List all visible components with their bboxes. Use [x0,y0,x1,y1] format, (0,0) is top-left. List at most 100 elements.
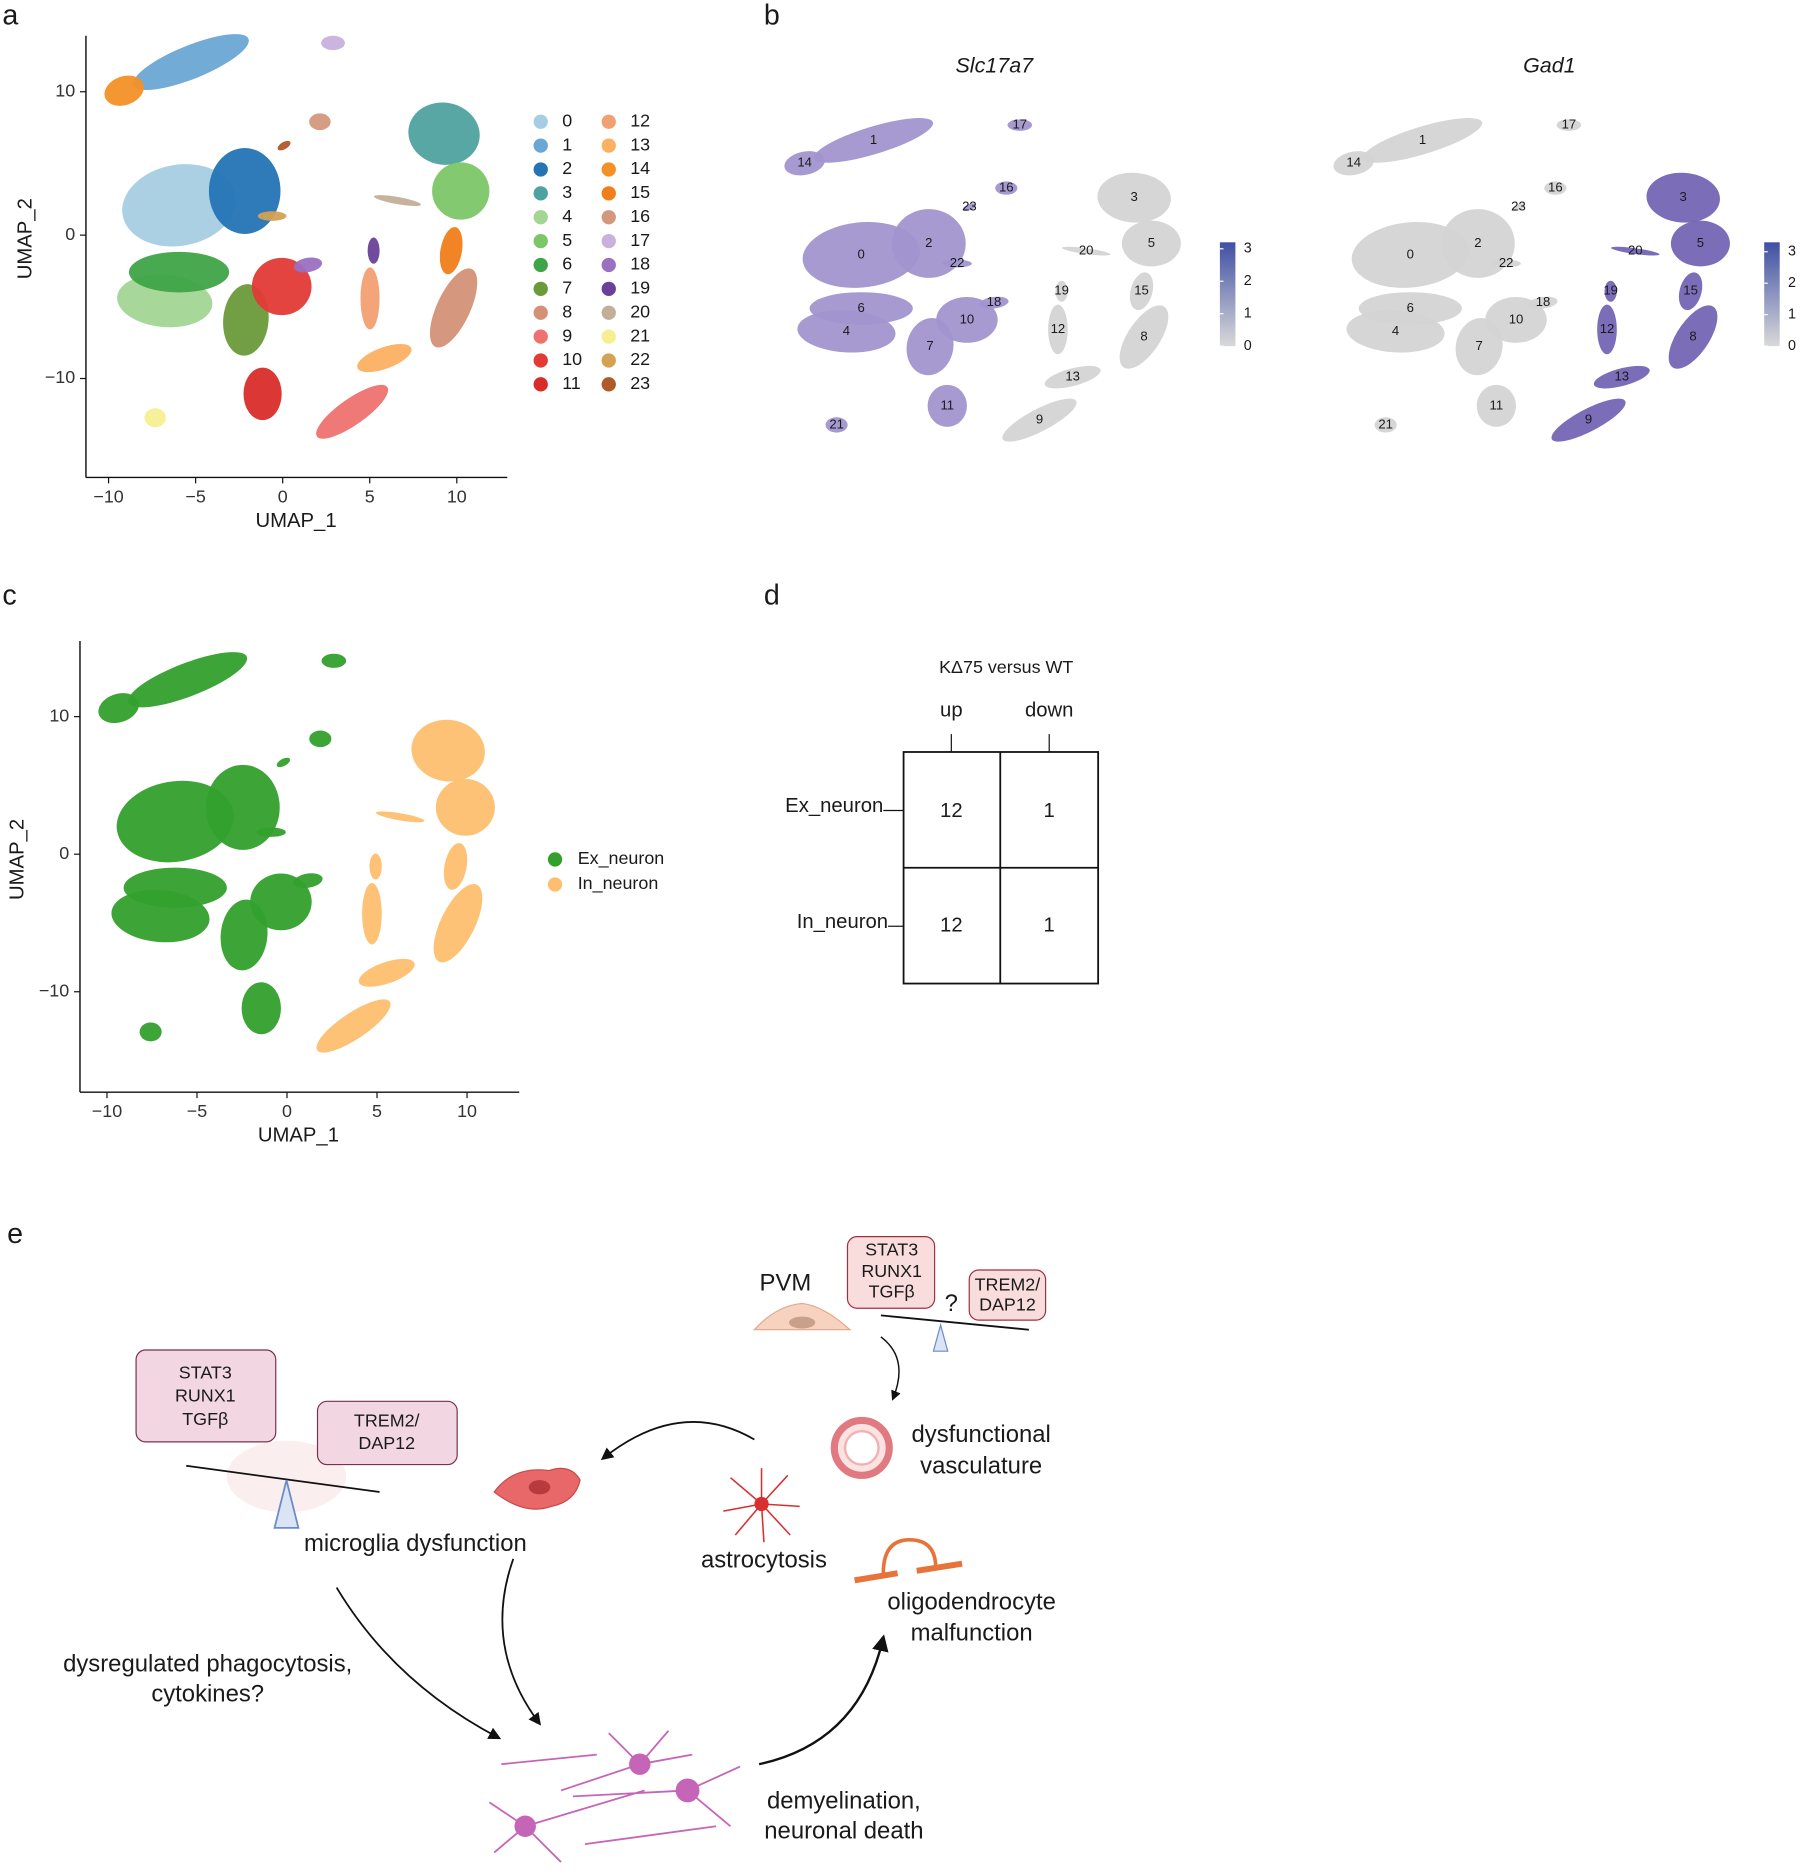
cluster-region [1002,398,1077,442]
cluster-region [784,151,825,176]
cluster-region [1351,222,1469,288]
cluster-label: 10 [1509,311,1524,326]
legend-swatch [533,377,548,392]
cluster-label: 18 [987,294,1002,309]
colorbar-label: 3 [1244,241,1252,257]
x-tick-label: −10 [92,1101,122,1121]
legend-swatch [601,377,616,392]
cluster-region [1374,417,1397,433]
legend-swatch [533,114,548,129]
cluster-region [1119,305,1169,369]
cluster-region [1544,181,1567,195]
legend-label: 12 [630,110,650,130]
y-tick-label: −10 [45,367,75,387]
legend-label: 4 [562,206,572,226]
cluster-label: 3 [1680,189,1687,204]
cluster-label: 16 [999,180,1014,195]
label: vasculature [920,1452,1042,1479]
cluster-label: 21 [1378,416,1393,431]
y-tick-label: 10 [49,705,69,725]
cluster-label: 12 [1051,321,1066,336]
cluster-region [309,113,331,131]
cluster-label: 5 [1148,235,1155,250]
legend-swatch [601,138,616,153]
cluster-region [802,222,920,288]
legend-swatch [547,877,563,892]
cluster-label: 20 [1628,243,1643,258]
seesaw [186,1464,380,1493]
cluster-region [256,827,286,837]
x-tick-label: 0 [282,1101,292,1121]
cluster-label: 13 [1065,369,1080,384]
box-text: STAT3 [865,1240,918,1260]
cluster-region [127,652,248,708]
legend-label: 7 [562,278,572,298]
cluster-label: 5 [1697,235,1704,250]
label: oligodendrocyte [887,1588,1055,1615]
legend-label: 10 [562,349,582,369]
legend-label: 17 [630,230,650,250]
cluster-region [1485,296,1547,343]
cluster-region [360,267,380,330]
arrow [600,1421,755,1461]
cluster-label: 9 [1585,412,1592,427]
scatter-c [98,652,495,1053]
table: KΔ75 versus WT up down Ex_neuron In_neur… [785,657,1100,985]
legend-label: 20 [630,301,650,321]
legend-swatch [533,233,548,249]
myelin [854,1570,899,1584]
cluster-label: 9 [1036,412,1043,427]
x-tick-label: −5 [185,486,205,506]
cluster-label: 0 [1407,246,1414,261]
colorbar [1764,242,1780,347]
cluster-region [104,75,144,106]
cluster-region [1358,292,1462,325]
label: malfunction [911,1619,1033,1646]
cluster-region [1551,398,1626,442]
cluster-label: 4 [843,323,850,338]
cluster-region [1121,220,1181,267]
cluster-region [276,757,291,768]
cluster-region [1476,384,1517,427]
cluster-region [309,730,332,748]
row-label: Ex_neuron [785,795,883,817]
cluster-region [1593,365,1650,389]
cluster-region [813,118,934,163]
cluster-region [1670,220,1730,267]
cluster-label: 16 [1548,180,1563,195]
fulcrum [273,1479,300,1529]
cluster-label: 22 [1499,255,1514,270]
cluster-label: 8 [1140,329,1147,344]
cluster-region [435,779,495,836]
neuron-body [514,1815,536,1837]
legend-label: 14 [630,158,650,178]
cluster-region [373,195,421,206]
cluster-region [825,417,848,433]
cluster-region [443,843,468,890]
cluster-label: 23 [1511,199,1526,214]
cluster-label: 21 [829,416,844,431]
box-text: TGFβ [869,1281,915,1301]
neurons [488,1730,741,1863]
cluster-region [358,958,415,987]
cluster-label: 4 [1392,323,1399,338]
legend-swatch [601,233,616,249]
cluster-region [241,982,281,1035]
label: dysfunctional [912,1421,1051,1448]
column-label: up [940,700,963,722]
cluster-region [1048,304,1068,355]
cluster-label: 8 [1689,329,1696,344]
cell: 12 [940,915,963,937]
nucleus [528,1480,551,1495]
cluster-region [1441,209,1515,278]
arrow [501,1558,542,1726]
legend-label: 15 [630,182,650,202]
label: demyelination, [767,1788,921,1815]
cluster-region [1044,365,1101,389]
neuron-body [629,1753,651,1775]
cluster-region [251,257,312,316]
cluster-label: 10 [960,311,975,326]
x-axis-title: UMAP_1 [255,510,336,532]
